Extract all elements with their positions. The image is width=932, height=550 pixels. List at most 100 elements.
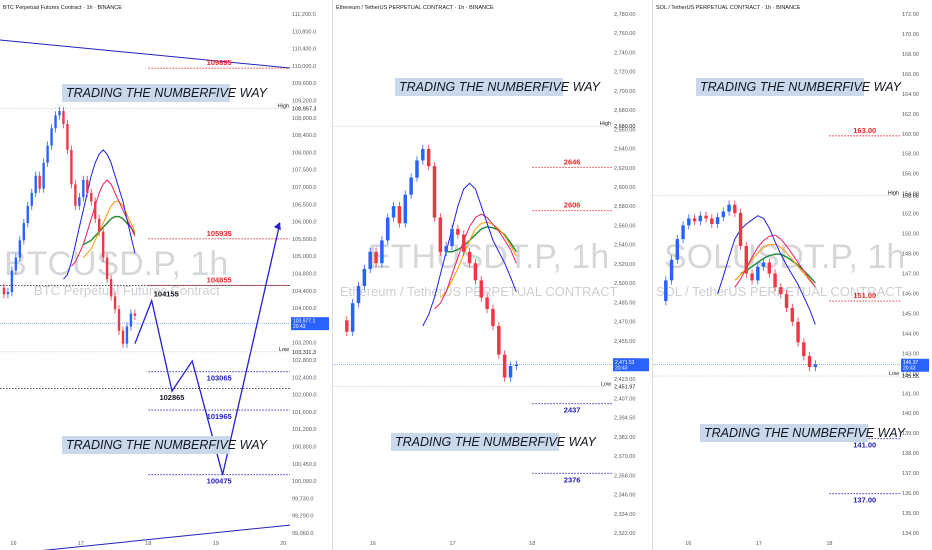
y-tick-label: 2,370.00 — [614, 454, 635, 460]
y-tick-label: 2,455.00 — [614, 339, 635, 345]
high-low-value: 103,311.3 — [292, 350, 316, 356]
y-tick-label: 2,640.00 — [614, 147, 635, 153]
x-tick-label: 16 — [370, 541, 376, 547]
projection-point-label: 104155 — [154, 290, 179, 299]
candle-body — [14, 257, 18, 271]
description-watermark: BTC Perpetual Futures Contract — [34, 283, 220, 298]
candle-body — [58, 111, 61, 116]
high-low-value: 145.55 — [902, 374, 919, 380]
x-tick-label: 17 — [78, 541, 84, 547]
high-low-value: 158.68 — [902, 193, 919, 199]
candle-body — [62, 111, 65, 125]
last-price-countdown: 20:43 — [615, 365, 628, 371]
y-tick-label: 2,780.00 — [614, 12, 635, 18]
y-tick-label: 136.00 — [902, 491, 919, 497]
chart-title: Ethereum / TetherUS PERPETUAL CONTRACT ·… — [336, 5, 494, 11]
candle-body — [403, 194, 408, 224]
candle-body — [18, 240, 22, 258]
candle-body — [421, 149, 425, 161]
banner-text: TRADING THE NUMBERFIVE WAY — [704, 426, 907, 440]
banner-background — [696, 78, 864, 96]
symbol-watermark: BTCUSD.P, 1h — [4, 245, 228, 283]
candle-body — [129, 313, 133, 327]
y-tick-label: 141.00 — [902, 391, 919, 397]
y-tick-label: 101,200.0 — [292, 427, 316, 433]
y-tick-label: 2,334.00 — [614, 512, 635, 518]
y-tick-label: 2,346.00 — [614, 493, 635, 499]
y-tick-label: 2,760.00 — [614, 31, 635, 37]
candle-body — [117, 309, 121, 331]
resistance-level-label: 151.00 — [853, 291, 876, 300]
y-tick-label: 137.00 — [902, 471, 919, 477]
candle-body — [687, 218, 691, 226]
banner-text: TRADING THE NUMBERFIVE WAY — [399, 80, 602, 94]
candle-body — [82, 180, 85, 198]
high-low-label: High — [278, 104, 289, 110]
y-tick-label: 2,382.00 — [614, 435, 635, 441]
banner-text: TRADING THE NUMBERFIVE WAY — [700, 80, 903, 94]
y-tick-label: 107,500.0 — [292, 168, 316, 174]
y-tick-label: 2,680.00 — [614, 108, 635, 114]
description-watermark: Ethereum / TetherUS PERPETUAL CONTRACT — [340, 284, 617, 299]
candle-body — [350, 303, 355, 332]
candle-body — [356, 286, 361, 304]
ema-fast-line — [422, 182, 517, 327]
y-tick-label: 170.00 — [902, 32, 919, 38]
resistance-level-label: 2646 — [564, 157, 581, 166]
ema-fast-line — [717, 215, 816, 325]
y-tick-label: 2,600.00 — [614, 185, 635, 191]
ema-long-line — [82, 215, 136, 246]
banner-background — [391, 433, 559, 451]
y-tick-label: 104,000.0 — [292, 306, 316, 312]
y-tick-label: 102,400.0 — [292, 375, 316, 381]
candle-body — [675, 239, 680, 260]
y-tick-label: 104,400.0 — [292, 289, 316, 295]
candle-body — [485, 297, 489, 309]
y-tick-label: 109,600.0 — [292, 81, 316, 87]
ema-long-line — [446, 225, 517, 253]
y-tick-label: 2,407.00 — [614, 396, 635, 402]
x-tick-label: 18 — [826, 541, 832, 547]
y-tick-label: 138.00 — [902, 451, 919, 457]
candle-body — [397, 206, 402, 224]
candle-body — [744, 245, 749, 274]
high-low-value: 2,680.00 — [614, 124, 635, 130]
candle-body — [113, 296, 117, 310]
x-tick-label: 18 — [529, 541, 535, 547]
projection-path — [134, 222, 281, 475]
last-price-tag — [901, 358, 929, 372]
ema-mid-line — [434, 213, 517, 310]
candle-body — [761, 262, 766, 267]
y-tick-label: 2,358.00 — [614, 473, 635, 479]
y-tick-label: 2,470.00 — [614, 320, 635, 326]
candle-body — [70, 149, 73, 185]
candle-body — [473, 263, 478, 281]
candle-body — [125, 326, 129, 344]
y-tick-label: 158.00 — [902, 152, 919, 158]
support-level-label: 100475 — [207, 477, 232, 486]
support-level-label: 137.00 — [853, 496, 876, 505]
y-tick-label: 147.00 — [902, 272, 919, 278]
candle-body — [385, 217, 390, 241]
y-tick-label: 160.00 — [902, 132, 919, 138]
candle-body — [42, 162, 45, 189]
x-tick-label: 19 — [213, 541, 219, 547]
high-low-label: Low — [889, 371, 899, 377]
last-price-tag — [613, 358, 649, 372]
candle-body — [133, 313, 137, 316]
banner-text: TRADING THE NUMBERFIVE WAY — [395, 435, 598, 449]
y-tick-label: 2,580.00 — [614, 204, 635, 210]
chart-title: BTC Perpetual Futures Contract · 1h · BI… — [3, 5, 122, 11]
candle-body — [796, 321, 800, 343]
y-tick-label: 104,800.0 — [292, 272, 316, 278]
candle-body — [669, 259, 674, 281]
y-tick-label: 134.00 — [902, 531, 919, 537]
candle-body — [710, 218, 714, 224]
candle-body — [779, 287, 783, 295]
ema-mid-line — [734, 234, 816, 288]
y-tick-label: 2,540.00 — [614, 243, 635, 249]
y-tick-label: 164.00 — [902, 92, 919, 98]
candle-body — [362, 268, 367, 287]
x-tick-label: 18 — [145, 541, 151, 547]
candle-body — [802, 342, 806, 357]
